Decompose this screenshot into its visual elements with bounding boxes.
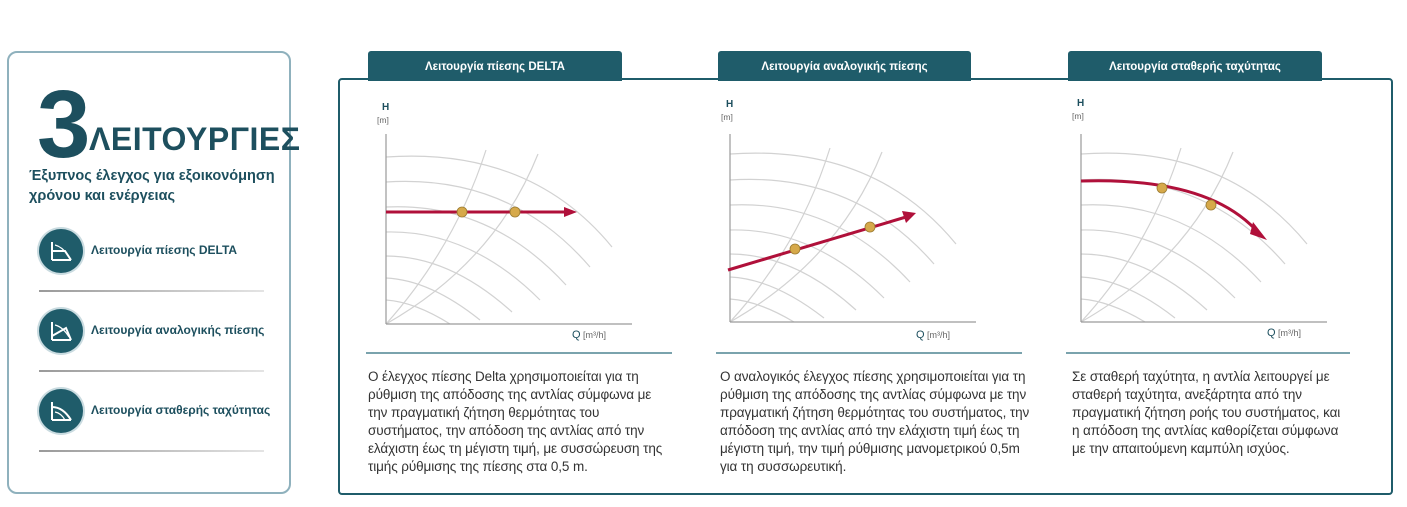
operating-point [456,206,468,218]
x-axis-unit: [m³/h] [927,330,950,340]
pump-curves [385,149,613,325]
operating-point [1156,182,1168,194]
tab-constant-speed[interactable]: Λειτουργία σταθερής ταχύτητας [1068,51,1322,81]
hero-number: 3 [37,71,90,178]
control-line [727,215,907,272]
y-axis-unit: [m] [377,115,389,125]
operating-point [864,221,876,233]
functions-card: 3 ΛΕΙΤΟΥΡΓΙΕΣ Έξυπνος έλεγχος για εξοικο… [7,51,300,494]
card-subtitle: Έξυπνος έλεγχος για εξοικονόμηση χρόνου … [29,168,275,204]
y-axis-label: H [382,102,389,113]
separator [716,352,1022,354]
pump-curves [729,147,957,323]
constant-speed-icon [39,389,83,433]
description-constant-speed: Σε σταθερή ταχύτητα, η αντλία λειτουργεί… [1072,369,1341,456]
x-axis-label: Q [1267,327,1276,339]
delta-pressure-icon [39,229,83,273]
operating-point [509,206,521,218]
pump-curve-chart: H [m] Q [m³/h] [1072,98,1327,339]
y-axis-unit: [m] [1072,111,1084,121]
tab-delta-pressure[interactable]: Λειτουργία πίεσης DELTA [368,51,622,81]
chart-constant-speed: H [m] Q [m³/h] [1055,92,1355,352]
hero-word: ΛΕΙΤΟΥΡΓΙΕΣ [89,121,301,157]
arrow-head [564,207,577,217]
control-line [1080,179,1257,231]
operating-point [1205,199,1217,211]
operating-point [789,243,801,255]
arrow-head [902,211,916,223]
description-delta: Ο έλεγχος πίεσης Delta χρησιμοποιείται γ… [368,369,663,474]
divider [39,450,264,452]
x-axis-unit: [m³/h] [583,330,606,340]
y-axis-label: H [1077,98,1084,109]
mode-item-constant-speed[interactable]: Λειτουργία σταθερής ταχύτητας [39,389,279,437]
x-axis-label: Q [916,329,925,341]
mode-item-label: Λειτουργία σταθερής ταχύτητας [91,403,271,417]
tab-proportional-pressure[interactable]: Λειτουργία αναλογικής πίεσης [718,51,971,81]
mode-item-delta[interactable]: Λειτουργία πίεσης DELTA [39,229,279,277]
mode-item-label: Λειτουργία πίεσης DELTA [91,243,238,257]
y-axis-unit: [m] [721,112,733,122]
mode-item-label: Λειτουργία αναλογικής πίεσης [91,323,265,337]
chart-delta-pressure: H [m] Q [m³/h] [360,92,660,352]
description-proportional: Ο αναλογικός έλεγχος πίεσης χρησιμοποιεί… [720,369,1030,474]
arrow-head [1250,222,1267,240]
mode-item-proportional[interactable]: Λειτουργία αναλογικής πίεσης [39,309,279,357]
pump-curve-chart: H [m] Q [m³/h] [377,102,632,341]
x-axis-label: Q [572,329,581,341]
proportional-pressure-icon [39,309,83,353]
separator [1066,352,1350,354]
separator [366,352,672,354]
x-axis-unit: [m³/h] [1278,328,1301,338]
y-axis-label: H [726,99,733,110]
chart-proportional-pressure: H [m] Q [m³/h] [704,92,1004,352]
divider [39,370,264,372]
pump-curve-chart: H [m] Q [m³/h] [721,99,976,341]
pump-curves [1080,147,1308,323]
modes-panel [338,78,1393,495]
divider [39,290,264,292]
